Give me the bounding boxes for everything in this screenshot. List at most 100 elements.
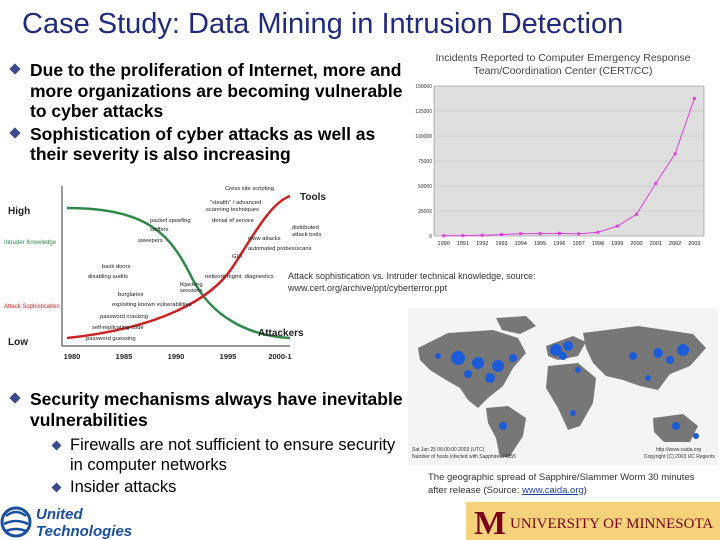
x-tick-label: 1980 (64, 352, 81, 361)
attack-annotation: www attacks (247, 236, 281, 242)
infection-dot (629, 352, 637, 360)
attack-annotation: attack tools (292, 232, 321, 238)
x-tick-label: 2000-1 (268, 352, 291, 361)
infection-dot (451, 351, 465, 365)
x-tick-label: 1999 (611, 241, 623, 247)
map-caption: The geographic spread of Sapphire/Slamme… (428, 472, 714, 497)
infection-dot (550, 344, 562, 356)
slide-title: Case Study: Data Mining in Intrusion Det… (22, 8, 624, 40)
map-credit: http://www.caida.org (656, 447, 701, 453)
y-tick-label: 75000 (418, 159, 432, 165)
x-tick-label: 1991 (457, 241, 469, 247)
attackers-label: Attackers (258, 328, 304, 339)
data-point (654, 181, 658, 185)
attack-annotation: denial of service (212, 218, 254, 224)
x-tick-label: 1996 (553, 241, 565, 247)
bullet-sophistication: Sophistication of cyber attacks as well … (8, 124, 406, 165)
umn-name: UNIVERSITY OF MINNESOTA (510, 516, 713, 532)
y-tick-label: 50000 (418, 184, 432, 190)
umn-logo-graphic: M UNIVERSITY OF MINNESOTA (474, 505, 713, 540)
attack-annotation: GUI (232, 254, 243, 260)
data-point (635, 212, 638, 216)
x-tick-label: 2002 (669, 241, 681, 247)
y-tick-label: 100000 (415, 134, 432, 140)
ut-name-line2: Technologies (36, 523, 132, 540)
attack-annotation: burglaries (118, 292, 144, 298)
attack-annotation: network mgmt. diagnostics (205, 274, 274, 280)
attack-annotation: self-replicating code (92, 325, 144, 331)
incidents-chart-title: Incidents Reported to Computer Emergency… (435, 52, 691, 77)
data-point (500, 233, 503, 237)
attack-annotation: sessions (180, 288, 203, 294)
infection-dot (666, 356, 674, 364)
diamond-bullet-icon (51, 440, 62, 451)
north-america-landmass (418, 330, 526, 408)
x-tick-label: 1998 (592, 241, 604, 247)
infection-dot (492, 360, 504, 372)
attack-sophistication-chart: High Low Intruder Knowledge Attack Sophisti… (4, 186, 326, 361)
data-point (480, 233, 484, 237)
diamond-bullet-icon (51, 482, 62, 493)
y-tick-label: 25000 (418, 209, 432, 215)
data-point (673, 152, 677, 156)
data-point (577, 232, 581, 236)
university-of-minnesota-logo: M UNIVERSITY OF MINNESOTA (466, 502, 720, 540)
legend-intruder: Intruder Knowledge (4, 240, 57, 246)
sub-bullet-text: Firewalls are not sufficient to ensure s… (70, 436, 396, 474)
y-low-label: Low (8, 337, 28, 348)
attack-annotation: distributed (292, 225, 319, 231)
attack-annotation: automated probes/scans (248, 246, 312, 252)
bullet-text: Sophistication of cyber attacks as well … (30, 123, 376, 165)
infection-dot (485, 373, 495, 383)
intruder-knowledge-curve (66, 206, 291, 340)
attack-annotation: sweepers (138, 238, 163, 244)
data-point (692, 96, 696, 100)
caida-link[interactable]: www.caida.org (522, 484, 584, 496)
umn-block-m-icon: M (474, 505, 506, 540)
greenland-landmass (496, 316, 536, 334)
infection-dot (693, 433, 699, 439)
sub-bullet-insider: Insider attacks (50, 478, 406, 498)
infection-dot (499, 422, 507, 430)
x-tick-label: 1995 (534, 241, 546, 247)
attack-annotation: back doors (102, 264, 130, 270)
diamond-bullet-icon (9, 392, 21, 404)
attack-annotation: exploiting known vulnerabilities (112, 302, 192, 308)
ut-globe-icon (0, 506, 32, 538)
attack-annotation: hijacking (180, 282, 203, 288)
attack-annotation: scanning techniques (206, 207, 259, 213)
x-tick-label: 1985 (116, 352, 133, 361)
x-tick-label: 2000 (630, 241, 642, 247)
infection-dot (677, 344, 689, 356)
infection-dot (559, 352, 567, 360)
y-tick-label: 125000 (415, 109, 432, 115)
map-copyright: Copyright (C) 2003 UC Regents (644, 454, 715, 460)
security-bullet-list: Security mechanisms always have inevitab… (8, 389, 406, 501)
attack-annotation: disabling audits (88, 274, 128, 280)
infection-dot (563, 341, 573, 351)
data-point (615, 224, 619, 228)
sapphire-worm-world-map: Sat Jan 25 06:00:00 2003 (UTC) Number of… (408, 308, 718, 465)
infection-dot (645, 375, 651, 381)
tools-label: Tools (300, 192, 326, 203)
infection-dots (435, 341, 699, 439)
data-point (519, 232, 523, 236)
bullet-text: Due to the proliferation of Internet, mo… (30, 60, 403, 121)
infection-dot (570, 410, 576, 416)
legend-attack: Attack Sophistication (4, 304, 60, 310)
x-tick-label: 2001 (650, 241, 662, 247)
x-tick-label: 1990 (438, 241, 450, 247)
sub-bullet-firewalls: Firewalls are not sufficient to ensure s… (50, 436, 406, 475)
y-tick-label: 0 (429, 234, 432, 240)
x-tick-label: 1994 (515, 241, 527, 247)
y-high-label: High (8, 206, 30, 217)
infection-dot (509, 354, 517, 362)
infection-dot (575, 367, 581, 373)
data-point (461, 234, 465, 238)
bullet-security-mechanisms: Security mechanisms always have inevitab… (8, 389, 406, 430)
data-point (596, 230, 600, 234)
incidents-series-line (443, 98, 695, 237)
ut-name-line1: United (36, 506, 84, 523)
x-tick-label: 1990 (168, 352, 185, 361)
x-tick-label: 1997 (573, 241, 585, 247)
